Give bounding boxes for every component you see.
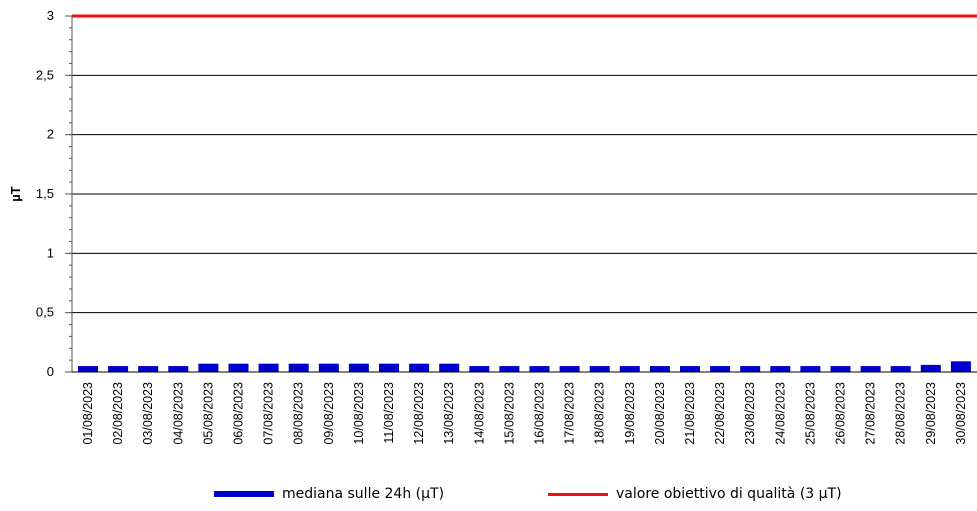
x-tick-label: 11/08/2023: [382, 382, 396, 444]
gridlines: [72, 15, 977, 314]
bar: [649, 366, 670, 372]
bar: [860, 366, 881, 372]
legend-swatch-median: [214, 491, 274, 497]
x-tick-label: 24/08/2023: [773, 382, 787, 445]
x-tick-label: 07/08/2023: [262, 382, 276, 445]
y-tick-label: 1: [47, 245, 54, 260]
x-tick-label: 29/08/2023: [924, 382, 938, 445]
x-tick-labels: 01/08/2023 02/08/2023 03/08/2023 04/08/2023…: [81, 382, 968, 445]
x-tick-label: 16/08/2023: [533, 382, 547, 445]
y-tick-label: 2,5: [36, 67, 54, 82]
bar: [108, 366, 129, 372]
bar: [78, 366, 98, 372]
bar: [138, 366, 159, 372]
x-tick-label: 17/08/2023: [563, 382, 577, 445]
bar: [348, 363, 369, 372]
bar: [800, 366, 821, 372]
chart: 0 0,5 1 1,5 2 2,5 3 01/08/2023 02/08/2023 03/08/…: [8, 8, 977, 445]
axes: [65, 15, 977, 373]
y-axis-label: µT: [8, 186, 23, 201]
bar: [288, 363, 309, 372]
bar: [379, 363, 399, 372]
x-tick-label: 15/08/2023: [502, 382, 516, 445]
x-tick-label: 09/08/2023: [322, 382, 336, 445]
x-tick-label: 18/08/2023: [593, 382, 607, 445]
x-tick-label: 13/08/2023: [442, 382, 456, 445]
legend: mediana sulle 24h (µT) valore obiettivo …: [0, 484, 977, 508]
bar: [439, 363, 460, 372]
x-tick-label: 26/08/2023: [834, 382, 848, 445]
bar: [469, 366, 490, 372]
bar: [710, 366, 731, 372]
x-tick-label: 06/08/2023: [232, 382, 246, 445]
legend-label-target: valore obiettivo di qualità (3 µT): [616, 486, 842, 502]
x-tick-label: 10/08/2023: [352, 382, 366, 445]
bar: [830, 366, 851, 372]
legend-item-target: valore obiettivo di qualità (3 µT): [548, 486, 842, 502]
x-tick-label: 25/08/2023: [803, 382, 817, 445]
legend-swatch-target: [548, 492, 608, 496]
bar-series: [78, 361, 971, 372]
bar: [680, 366, 700, 372]
x-tick-label: 28/08/2023: [894, 382, 908, 445]
bar: [619, 366, 640, 372]
x-tick-label: 01/08/2023: [81, 382, 95, 445]
y-tick-label: 3: [47, 8, 54, 23]
bar: [318, 363, 339, 372]
bar: [740, 366, 761, 372]
legend-item-median: mediana sulle 24h (µT): [214, 486, 444, 502]
bar: [890, 366, 911, 372]
x-tick-label: 23/08/2023: [743, 382, 757, 445]
x-tick-label: 08/08/2023: [292, 382, 306, 445]
bar: [559, 366, 580, 372]
bar: [228, 363, 249, 372]
bar: [499, 366, 520, 372]
bar: [198, 363, 219, 372]
bar: [168, 366, 189, 372]
bar: [770, 366, 791, 372]
x-tick-label: 05/08/2023: [201, 382, 215, 445]
x-tick-label: 30/08/2023: [954, 382, 968, 445]
bar: [258, 363, 279, 372]
x-tick-label: 14/08/2023: [472, 382, 486, 445]
bar: [529, 366, 550, 372]
x-tick-label: 02/08/2023: [111, 382, 125, 445]
x-tick-label: 19/08/2023: [623, 382, 637, 445]
y-tick-label: 0,5: [36, 305, 54, 320]
y-tick-label: 2: [47, 127, 54, 142]
y-tick-labels: 0 0,5 1 1,5 2 2,5 3: [36, 8, 54, 379]
x-tick-label: 12/08/2023: [412, 382, 426, 445]
x-tick-label: 22/08/2023: [713, 382, 727, 445]
bar: [589, 366, 610, 372]
y-tick-label: 1,5: [36, 186, 54, 201]
x-tick-label: 04/08/2023: [171, 382, 185, 445]
x-tick-label: 20/08/2023: [653, 382, 667, 445]
x-tick-label: 03/08/2023: [141, 382, 155, 445]
x-tick-label: 27/08/2023: [864, 382, 878, 445]
legend-label-median: mediana sulle 24h (µT): [282, 486, 445, 502]
bar: [920, 364, 941, 372]
x-tick-label: 21/08/2023: [683, 382, 697, 445]
y-tick-label: 0: [47, 364, 54, 379]
bar: [409, 363, 430, 372]
bar: [950, 361, 971, 372]
